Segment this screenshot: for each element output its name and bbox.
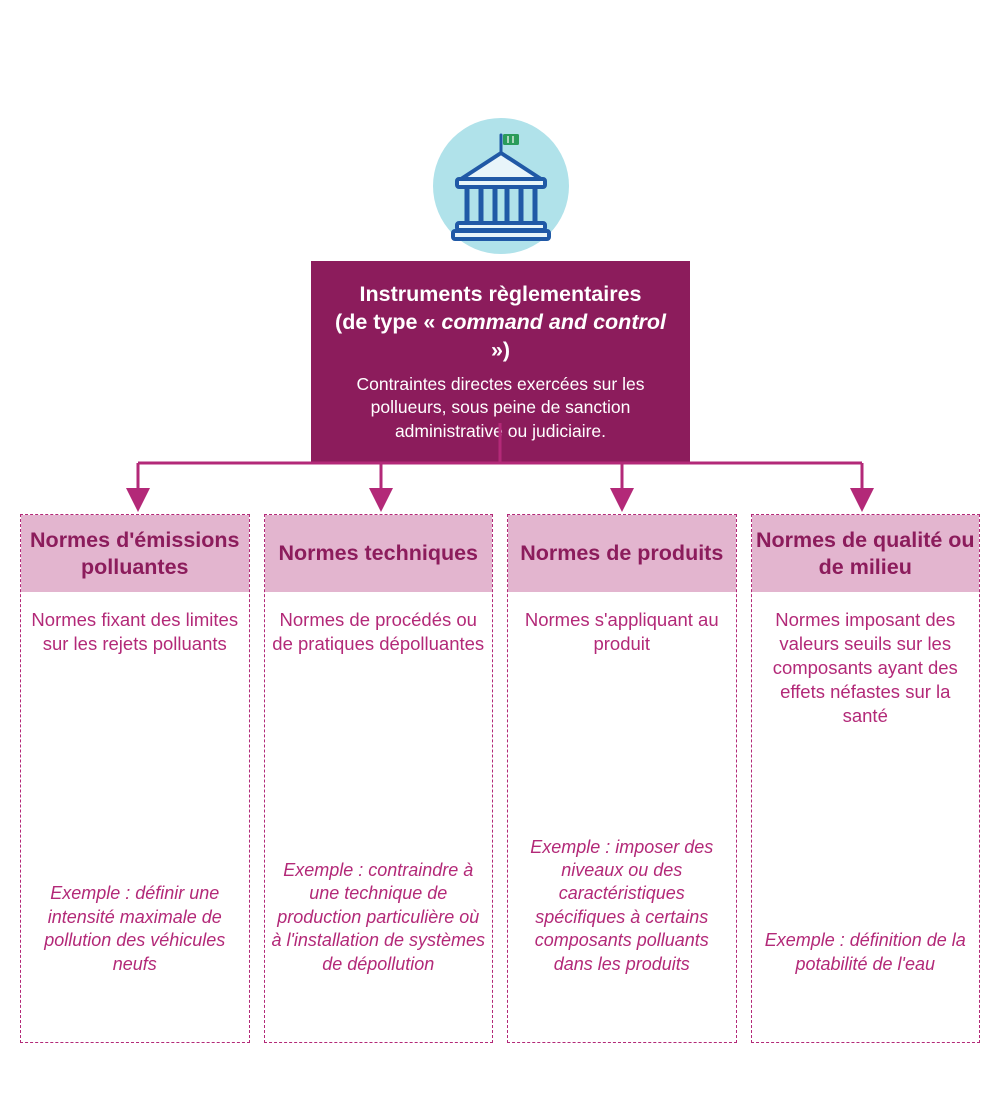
diagram-container: Instruments règlementaires (de type « co… xyxy=(0,0,1000,1104)
category-title: Normes techniques xyxy=(265,515,493,592)
category-body: Normes de procédés ou de pratiques dépol… xyxy=(265,592,493,1042)
main-title-line2c: ») xyxy=(491,338,510,362)
category-body: Normes s'appliquant au produit Exemple : … xyxy=(508,592,736,1042)
category-body: Normes fixant des limites sur les rejets… xyxy=(21,592,249,1042)
category-example: Exemple : définir une intensité maximale… xyxy=(27,872,243,1026)
category-box-3: Normes de qualité ou de milieu Normes imp… xyxy=(751,514,981,1043)
institution-icon-circle xyxy=(433,118,569,254)
category-example: Exemple : contraindre à une technique de… xyxy=(271,849,487,1026)
institution-icon xyxy=(449,131,553,241)
main-title-line2a: (de type « xyxy=(335,310,441,334)
category-title: Normes d'émissions polluantes xyxy=(21,515,249,592)
category-title: Normes de qualité ou de milieu xyxy=(752,515,980,592)
category-box-0: Normes d'émissions polluantes Normes fixa… xyxy=(20,514,250,1043)
category-description: Normes fixant des limites sur les rejets… xyxy=(27,608,243,656)
category-example: Exemple : définition de la potabilité de… xyxy=(758,919,974,1026)
main-title: Instruments règlementaires (de type « co… xyxy=(327,281,674,365)
category-description: Normes de procédés ou de pratiques dépol… xyxy=(271,608,487,656)
category-box-1: Normes techniques Normes de procédés ou d… xyxy=(264,514,494,1043)
category-description: Normes s'appliquant au produit xyxy=(514,608,730,656)
category-description: Normes imposant des valeurs seuils sur l… xyxy=(758,608,974,728)
main-title-line1: Instruments règlementaires xyxy=(360,282,642,306)
main-title-line2b: command and control xyxy=(441,310,666,334)
category-title: Normes de produits xyxy=(508,515,736,592)
category-box-2: Normes de produitsNormes s'appliquant au… xyxy=(507,514,737,1043)
category-example: Exemple : imposer des niveaux ou des car… xyxy=(514,826,730,1026)
categories-row: Normes d'émissions polluantes Normes fixa… xyxy=(20,514,980,1043)
category-body: Normes imposant des valeurs seuils sur l… xyxy=(752,592,980,1042)
